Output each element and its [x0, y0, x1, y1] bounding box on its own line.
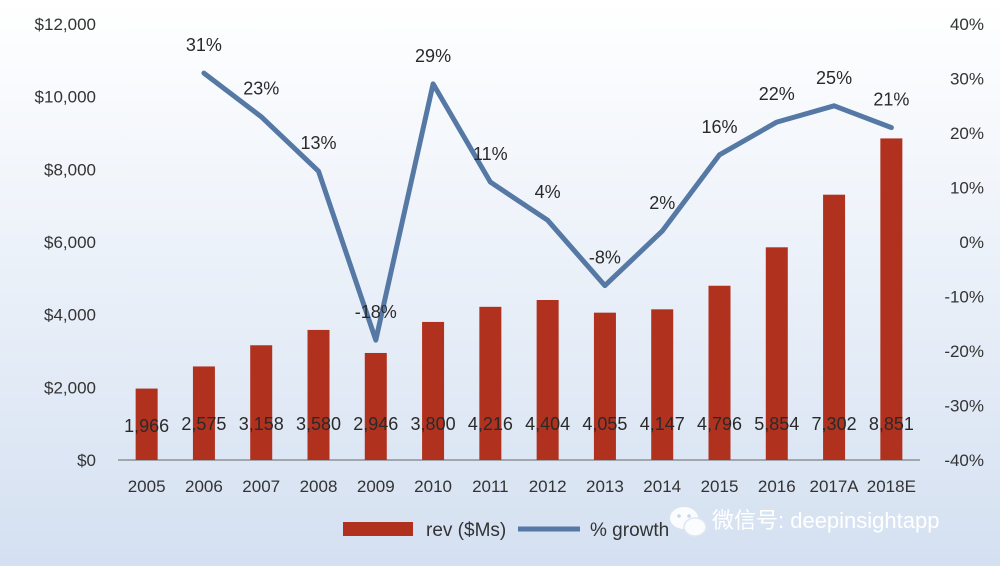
right-tick-label: -20% [944, 342, 984, 361]
legend: rev ($Ms) % growth [343, 520, 669, 541]
left-axis: $0 $2,000 $4,000 $6,000 $8,000 $10,000 $12,000 [35, 15, 96, 470]
bar-value-label: 3,800 [411, 414, 456, 434]
bar [422, 321, 445, 460]
growth-value-label: 31% [186, 35, 222, 55]
bar-value-label: 5,854 [754, 414, 799, 434]
x-tick-label: 2008 [300, 477, 338, 496]
bar-value-label: 8,851 [869, 414, 914, 434]
bar-value-label: 2,946 [353, 414, 398, 434]
right-tick-label: -30% [944, 397, 984, 416]
bar [479, 306, 502, 460]
right-tick-label: 0% [959, 233, 984, 252]
left-tick-label: $12,000 [35, 15, 96, 34]
bar [593, 312, 616, 460]
x-tick-label: 2007 [242, 477, 280, 496]
bar-value-label: 4,796 [697, 414, 742, 434]
x-tick-label: 2014 [643, 477, 681, 496]
growth-value-label: -8% [589, 248, 621, 268]
growth-value-label: 13% [300, 133, 336, 153]
x-tick-label: 2009 [357, 477, 395, 496]
left-tick-label: $10,000 [35, 88, 96, 107]
growth-value-label: 4% [535, 182, 561, 202]
growth-value-label: 11% [473, 144, 508, 164]
legend-label-growth: % growth [590, 520, 669, 541]
growth-value-label: 2% [649, 193, 675, 213]
bar [651, 309, 674, 460]
x-tick-label: 2011 [472, 477, 509, 496]
x-tick-label: 2005 [128, 477, 166, 496]
bar [880, 138, 903, 460]
right-tick-label: -10% [944, 288, 984, 307]
growth-value-label: 16% [701, 117, 737, 137]
x-tick-label: 2015 [701, 477, 739, 496]
bar-value-label: 4,055 [582, 414, 627, 434]
bar-value-label: 3,580 [296, 414, 341, 434]
growth-value-label: 29% [415, 46, 451, 66]
left-tick-label: $8,000 [44, 160, 96, 179]
bar [708, 285, 731, 460]
left-tick-label: $6,000 [44, 233, 96, 252]
bar [135, 388, 158, 460]
right-tick-label: -40% [944, 451, 984, 470]
right-tick-label: 30% [950, 70, 984, 89]
x-tick-label: 2010 [414, 477, 452, 496]
bar [823, 194, 846, 460]
bar [307, 329, 330, 460]
right-tick-label: 20% [950, 124, 984, 143]
legend-label-rev: rev ($Ms) [426, 520, 506, 541]
x-tick-label: 2016 [758, 477, 796, 496]
x-tick-label: 2013 [586, 477, 624, 496]
growth-line [201, 70, 894, 343]
bar [192, 366, 215, 460]
bar-value-label: 4,404 [525, 414, 570, 434]
x-tick-label: 2012 [529, 477, 567, 496]
right-tick-label: 10% [950, 179, 984, 198]
legend-swatch-rev [343, 522, 413, 536]
bar [765, 247, 788, 460]
bar-value-label: 4,147 [640, 414, 685, 434]
bar [250, 345, 273, 460]
bar-value-label: 7,302 [812, 414, 857, 434]
left-tick-label: $0 [77, 451, 96, 470]
bar [364, 352, 387, 460]
growth-value-label: 25% [816, 68, 852, 88]
watermark: 微信号: deepinsightapp [670, 507, 939, 537]
bar-value-label: 3,158 [239, 414, 284, 434]
growth-labels: 31% 23% 13% -18% 29% 11% 4% -8% 2% 16% 22% 25% 21% [186, 35, 909, 322]
bar [536, 299, 559, 460]
x-tick-label: 2018E [867, 477, 916, 496]
x-tick-label: 2006 [185, 477, 223, 496]
right-tick-label: 40% [950, 15, 984, 34]
bar-labels: 1,966 2,575 3,158 3,580 2,946 3,800 4,216 4,404… [124, 414, 914, 436]
watermark-text: 微信号: deepinsightapp [712, 508, 939, 533]
growth-value-label: 23% [243, 79, 279, 99]
left-tick-label: $2,000 [44, 378, 96, 397]
left-tick-label: $4,000 [44, 306, 96, 325]
growth-value-label: -18% [355, 302, 397, 322]
bar-value-label: 1,966 [124, 416, 169, 436]
wechat-icon [670, 507, 707, 537]
x-axis: 2005 2006 2007 2008 2009 2010 2011 2012 2013 2014… [128, 477, 916, 496]
growth-value-label: 21% [873, 90, 909, 110]
x-tick-label: 2017A [809, 477, 859, 496]
bar-value-label: 2,575 [181, 414, 226, 434]
right-axis: -40% -30% -20% -10% 0% 10% 20% 30% 40% [944, 15, 984, 470]
bar-value-label: 4,216 [468, 414, 513, 434]
growth-value-label: 22% [759, 84, 795, 104]
bar-series [135, 138, 903, 460]
